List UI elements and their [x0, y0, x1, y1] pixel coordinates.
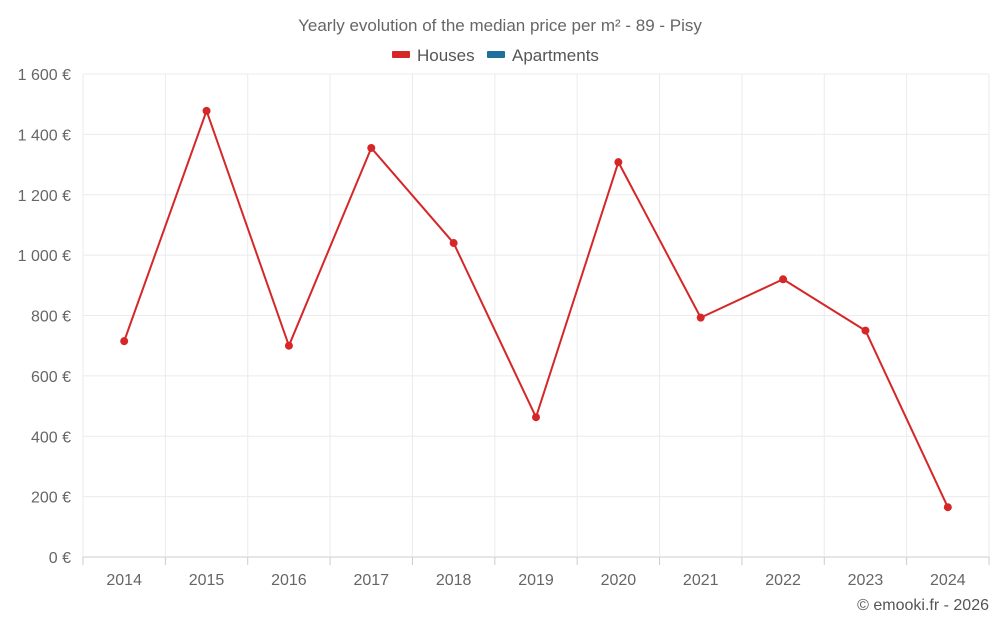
legend-swatch — [487, 51, 505, 58]
data-point[interactable] — [532, 413, 540, 422]
y-tick-label: 1 000 € — [18, 248, 71, 265]
y-tick-label: 800 € — [31, 309, 71, 326]
x-tick-label: 2024 — [930, 572, 966, 589]
legend-swatch — [392, 51, 410, 58]
data-point[interactable] — [861, 326, 870, 335]
x-tick-label: 2019 — [518, 572, 554, 589]
data-point[interactable] — [779, 275, 788, 284]
series-layer — [120, 106, 952, 512]
grid — [82, 73, 990, 565]
x-tick-label: 2016 — [271, 572, 307, 589]
y-tick-label: 1 600 € — [18, 67, 71, 84]
data-point[interactable] — [943, 503, 952, 512]
x-tick-label: 2021 — [683, 572, 719, 589]
x-tick-label: 2014 — [106, 572, 142, 589]
data-point[interactable] — [696, 313, 705, 322]
x-tick-label: 2017 — [353, 572, 389, 589]
x-tick-label: 2020 — [601, 572, 637, 589]
data-point[interactable] — [284, 341, 293, 350]
y-tick-label: 600 € — [31, 369, 71, 386]
data-point[interactable] — [202, 106, 211, 115]
legend-item-houses[interactable]: Houses — [392, 46, 475, 65]
data-point[interactable] — [449, 239, 458, 248]
x-tick-label: 2018 — [436, 572, 472, 589]
y-tick-label: 0 € — [49, 550, 71, 567]
data-point[interactable] — [367, 143, 376, 152]
y-axis-ticks: 0 € 200 € 400 € 600 € 800 € 1 000 € 1 200 € 1 4… — [18, 67, 71, 567]
legend: Houses Apartments — [392, 46, 599, 65]
x-tick-label: 2023 — [848, 572, 884, 589]
x-tick-label: 2022 — [765, 572, 801, 589]
chart-title: Yearly evolution of the median price per… — [298, 16, 702, 35]
y-tick-label: 1 400 € — [18, 127, 71, 144]
y-tick-label: 200 € — [31, 490, 71, 507]
y-tick-label: 1 200 € — [18, 188, 71, 205]
credit-text: © emooki.fr - 2026 — [857, 597, 989, 614]
legend-label: Apartments — [512, 46, 599, 65]
legend-label: Houses — [417, 46, 475, 65]
data-point[interactable] — [614, 158, 623, 167]
y-tick-label: 400 € — [31, 429, 71, 446]
data-point[interactable] — [120, 337, 129, 346]
legend-item-apartments[interactable]: Apartments — [487, 46, 599, 65]
x-axis-ticks: 2014 2015 2016 2017 2018 2019 2020 2021 2022 2023… — [106, 572, 965, 589]
x-tick-label: 2015 — [189, 572, 225, 589]
